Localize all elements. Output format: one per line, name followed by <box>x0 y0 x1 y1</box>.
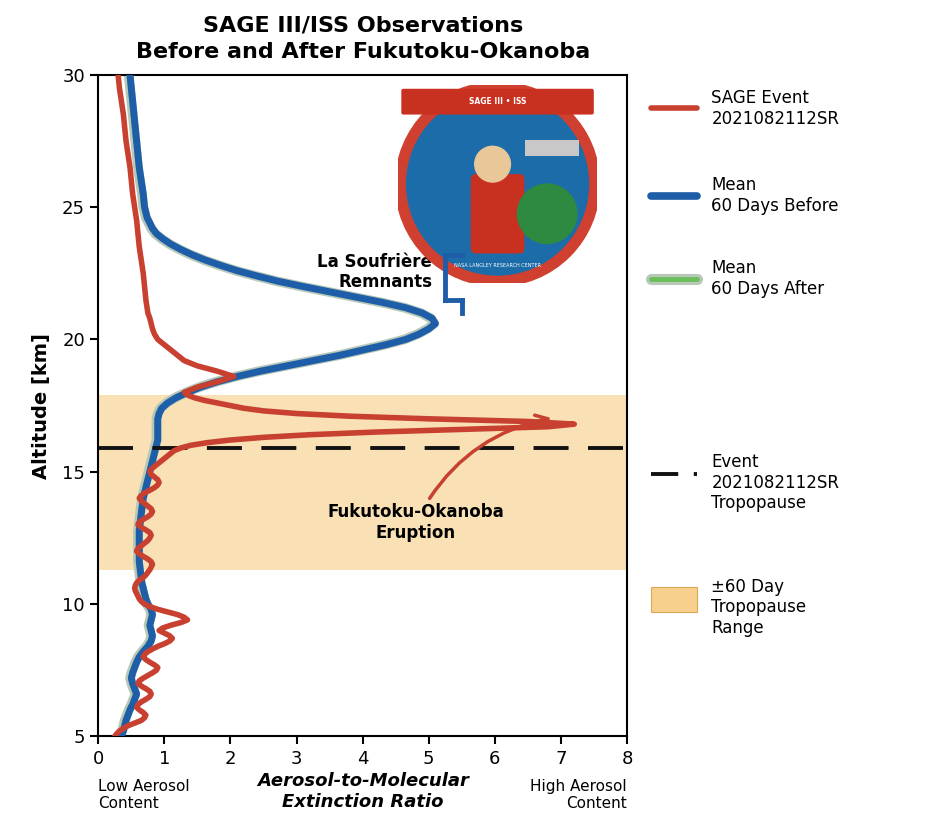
Text: High Aerosol
Content: High Aerosol Content <box>531 779 627 811</box>
Text: SAGE Event
2021082112SR: SAGE Event 2021082112SR <box>711 89 840 127</box>
Text: La Soufrière
Remnants: La Soufrière Remnants <box>317 253 432 291</box>
Text: Fukutoku-Okanoba
Eruption: Fukutoku-Okanoba Eruption <box>328 415 548 542</box>
Y-axis label: Altitude [km]: Altitude [km] <box>32 333 51 478</box>
Text: Aerosol-to-Molecular
Extinction Ratio: Aerosol-to-Molecular Extinction Ratio <box>256 772 469 811</box>
Text: Event
2021082112SR
Tropopause: Event 2021082112SR Tropopause <box>711 453 840 513</box>
Title: SAGE III/ISS Observations
Before and After Fukutoku-Okanoba: SAGE III/ISS Observations Before and Aft… <box>136 16 590 62</box>
Text: Mean
60 Days Before: Mean 60 Days Before <box>711 176 839 215</box>
Text: ±60 Day
Tropopause
Range: ±60 Day Tropopause Range <box>711 577 807 637</box>
Text: Mean
60 Days After: Mean 60 Days After <box>711 260 825 298</box>
Bar <box>98 395 627 570</box>
Text: Low Aerosol
Content: Low Aerosol Content <box>98 779 190 811</box>
